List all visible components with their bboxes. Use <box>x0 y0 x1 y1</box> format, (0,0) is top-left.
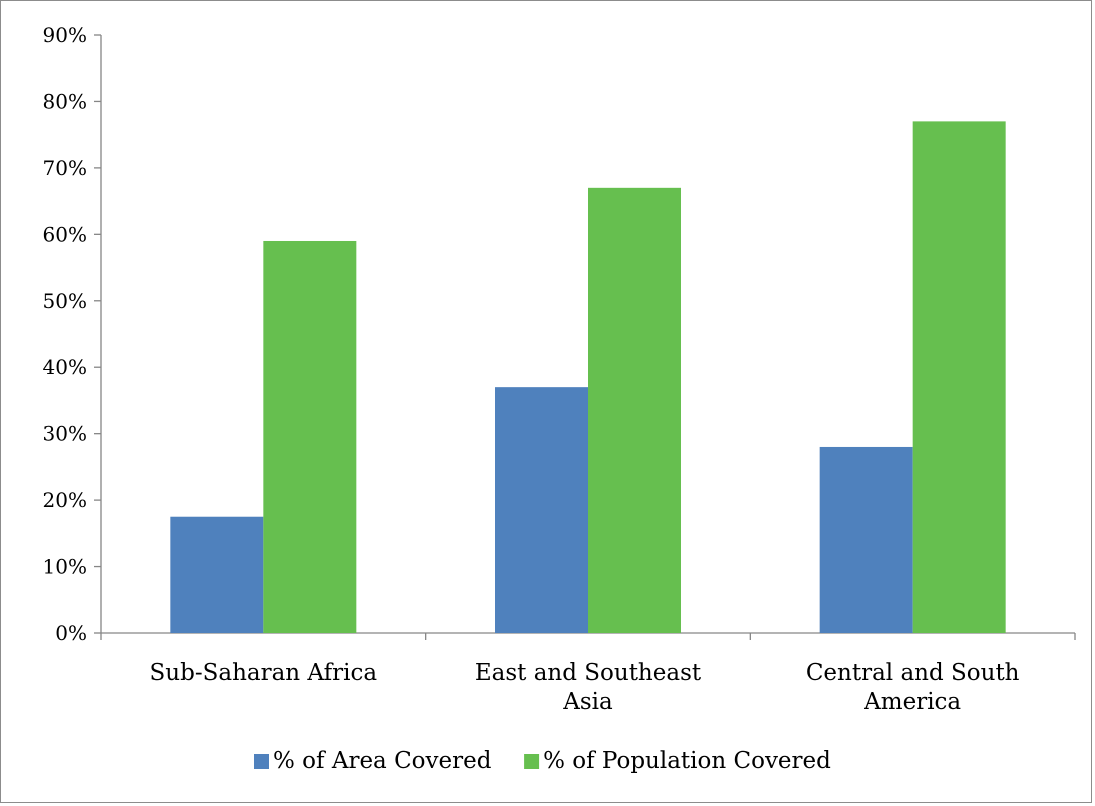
category-label: Central and South <box>806 660 1020 686</box>
bar <box>263 240 357 633</box>
legend-label: % of Area Covered <box>273 748 492 774</box>
legend-swatch <box>254 754 269 769</box>
y-tick-label: 40% <box>43 355 87 379</box>
y-tick-label: 0% <box>55 621 87 645</box>
legend: % of Area Covered % of Population Covered <box>254 748 831 774</box>
labels: 0% 10% 20% 30% 40% 50% 60% 70% 80% 90% Sub-Saharan… <box>43 23 1020 715</box>
y-tick-label: 20% <box>43 488 87 512</box>
category-label: America <box>863 689 961 715</box>
legend-swatch <box>524 754 540 769</box>
y-tick-label: 80% <box>43 89 87 113</box>
y-tick-label: 90% <box>43 23 87 47</box>
bars <box>170 121 1006 634</box>
bar <box>170 516 264 633</box>
y-tick-label: 70% <box>43 156 87 180</box>
category-label: Asia <box>562 689 613 715</box>
bar <box>588 187 681 634</box>
category-label: East and Southeast <box>475 660 702 686</box>
bar <box>819 446 913 633</box>
y-tick-label: 60% <box>43 222 87 246</box>
y-tick-label: 30% <box>43 422 87 446</box>
y-tick-label: 10% <box>43 555 87 579</box>
y-tick-label: 50% <box>43 289 87 313</box>
legend-label: % of Population Covered <box>543 748 831 774</box>
bar <box>495 387 588 633</box>
category-label: Sub-Saharan Africa <box>150 660 378 686</box>
bar <box>912 121 1006 633</box>
